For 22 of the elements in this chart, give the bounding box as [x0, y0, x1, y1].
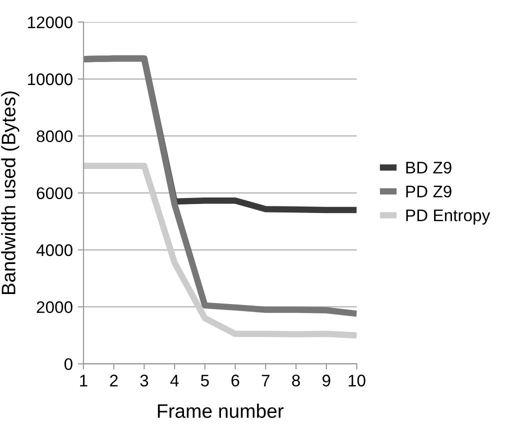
x-tick-label: 7 — [262, 374, 270, 386]
y-tick-label: 12000 — [28, 16, 72, 28]
x-axis-title: Frame number — [158, 404, 284, 418]
x-tick-label: 8 — [292, 374, 300, 386]
y-tick-label: 0 — [64, 358, 72, 370]
x-tick-label: 2 — [110, 374, 118, 386]
y-tick-label: 10000 — [28, 73, 72, 86]
y-tick-label: 4000 — [36, 244, 72, 256]
x-tick-label: 10 — [348, 374, 366, 386]
y-tick-label: 8000 — [36, 130, 72, 142]
x-tick-label: 9 — [322, 374, 330, 386]
x-tick-label: 3 — [140, 374, 148, 386]
y-tick-label: 2000 — [36, 301, 72, 314]
legend-label: PD Z9 — [406, 186, 452, 198]
y-tick-label: 6000 — [36, 187, 72, 200]
x-tick-label: 6 — [232, 374, 240, 386]
x-tick-label: 1 — [80, 374, 88, 386]
y-axis-title: Bandwidth used (Bytes) — [1, 91, 20, 294]
x-tick-label: 5 — [200, 374, 209, 386]
legend-label: BD Z9 — [406, 162, 452, 174]
x-tick-label: 4 — [170, 374, 179, 386]
legend-label: PD Entropy — [406, 210, 490, 225]
